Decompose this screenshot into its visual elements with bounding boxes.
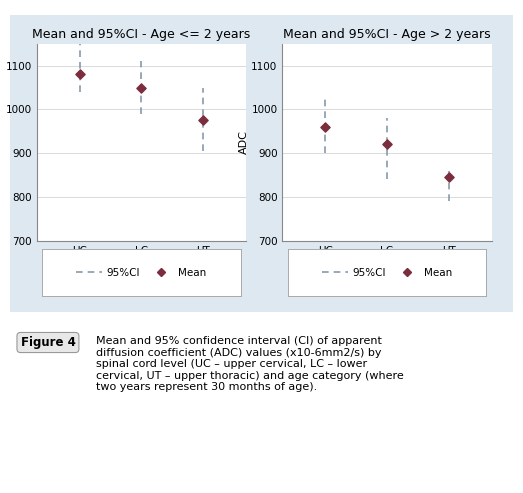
Legend: 95%CI, Mean: 95%CI, Mean xyxy=(73,264,210,281)
Title: Mean and 95%CI - Age > 2 years: Mean and 95%CI - Age > 2 years xyxy=(283,28,491,41)
X-axis label: Spinal Cord Level: Spinal Cord Level xyxy=(338,260,436,270)
Point xyxy=(75,70,84,78)
Point xyxy=(445,174,453,181)
Point xyxy=(383,141,391,148)
Text: Figure 4: Figure 4 xyxy=(20,336,75,349)
Point xyxy=(321,123,329,131)
Y-axis label: ADC: ADC xyxy=(238,130,248,154)
Text: Mean and 95% confidence interval (CI) of apparent
diffusion coefficient (ADC) va: Mean and 95% confidence interval (CI) of… xyxy=(96,336,404,392)
Legend: 95%CI, Mean: 95%CI, Mean xyxy=(319,264,456,281)
Point xyxy=(137,84,145,92)
X-axis label: Spinal Cord Level: Spinal Cord Level xyxy=(93,260,190,270)
Y-axis label: ADC: ADC xyxy=(0,130,3,154)
Point xyxy=(199,116,207,124)
Title: Mean and 95%CI - Age <= 2 years: Mean and 95%CI - Age <= 2 years xyxy=(32,28,251,41)
